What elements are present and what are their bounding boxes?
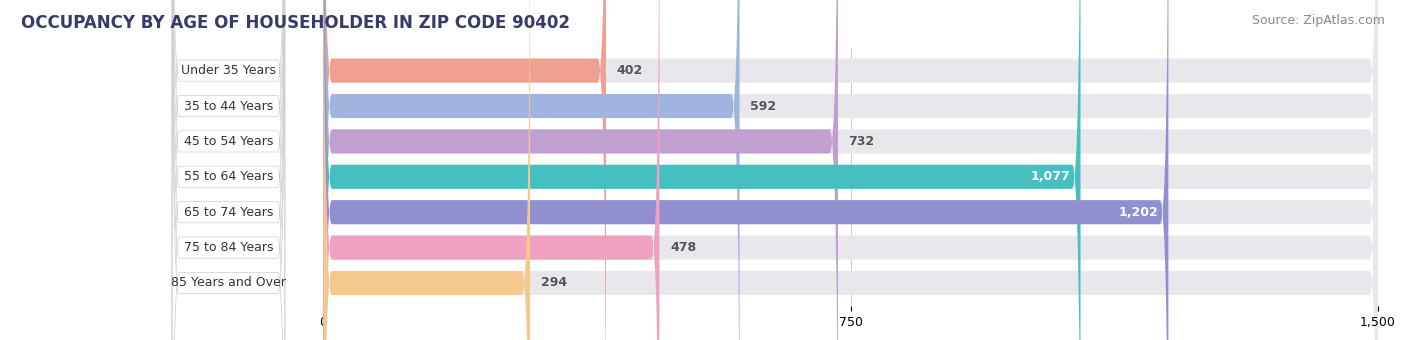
FancyBboxPatch shape xyxy=(323,0,606,340)
FancyBboxPatch shape xyxy=(323,0,530,340)
Text: 55 to 64 Years: 55 to 64 Years xyxy=(184,170,273,183)
FancyBboxPatch shape xyxy=(323,0,1378,340)
Text: 65 to 74 Years: 65 to 74 Years xyxy=(184,206,273,219)
FancyBboxPatch shape xyxy=(323,0,1378,340)
FancyBboxPatch shape xyxy=(323,0,1378,340)
FancyBboxPatch shape xyxy=(173,0,284,340)
FancyBboxPatch shape xyxy=(323,0,1080,340)
Text: 294: 294 xyxy=(540,276,567,289)
FancyBboxPatch shape xyxy=(323,0,1378,340)
Text: 402: 402 xyxy=(616,64,643,77)
FancyBboxPatch shape xyxy=(173,0,284,340)
Text: 1,202: 1,202 xyxy=(1118,206,1159,219)
Text: 592: 592 xyxy=(751,100,776,113)
FancyBboxPatch shape xyxy=(323,0,740,340)
FancyBboxPatch shape xyxy=(173,0,284,340)
FancyBboxPatch shape xyxy=(323,0,1378,340)
Text: 45 to 54 Years: 45 to 54 Years xyxy=(184,135,273,148)
FancyBboxPatch shape xyxy=(323,0,659,340)
Text: 85 Years and Over: 85 Years and Over xyxy=(172,276,285,289)
FancyBboxPatch shape xyxy=(323,0,1378,340)
Text: Source: ZipAtlas.com: Source: ZipAtlas.com xyxy=(1251,14,1385,27)
FancyBboxPatch shape xyxy=(173,0,284,340)
Text: Under 35 Years: Under 35 Years xyxy=(181,64,276,77)
FancyBboxPatch shape xyxy=(173,0,284,340)
Text: 478: 478 xyxy=(671,241,696,254)
FancyBboxPatch shape xyxy=(323,0,1168,340)
Text: 1,077: 1,077 xyxy=(1031,170,1070,183)
Text: 35 to 44 Years: 35 to 44 Years xyxy=(184,100,273,113)
Text: 732: 732 xyxy=(849,135,875,148)
FancyBboxPatch shape xyxy=(173,0,284,340)
Text: OCCUPANCY BY AGE OF HOUSEHOLDER IN ZIP CODE 90402: OCCUPANCY BY AGE OF HOUSEHOLDER IN ZIP C… xyxy=(21,14,569,32)
FancyBboxPatch shape xyxy=(323,0,1378,340)
FancyBboxPatch shape xyxy=(323,0,838,340)
FancyBboxPatch shape xyxy=(173,0,284,340)
Text: 75 to 84 Years: 75 to 84 Years xyxy=(184,241,273,254)
